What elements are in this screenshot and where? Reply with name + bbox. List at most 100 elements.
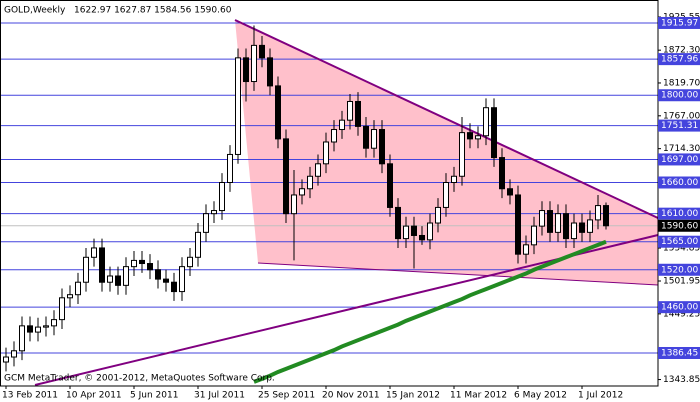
candle-body — [251, 44, 257, 83]
candle-body — [83, 256, 89, 283]
candle-body — [467, 132, 473, 140]
level-label-bg — [658, 207, 700, 220]
candle-body — [419, 234, 425, 241]
current-label-bg — [658, 219, 700, 232]
candle-body — [195, 231, 201, 258]
level-label: 1565.00 — [661, 237, 698, 247]
header-ohlc: 1622.97 1627.87 1584.56 1590.60 — [74, 6, 232, 16]
plot-frame — [0, 0, 659, 387]
level-label: 1697.00 — [661, 155, 698, 165]
candle-body — [27, 325, 33, 333]
y-tick-label: 1501.95 — [663, 277, 700, 287]
x-tick-label: 1 Jul 2012 — [578, 391, 623, 401]
candle-body — [139, 259, 145, 265]
candle-body — [99, 247, 105, 283]
candle-body — [91, 247, 97, 258]
candle-body — [355, 100, 361, 127]
level-label-bg — [658, 346, 700, 359]
copyright: GCM MetaTrader, © 2001-2012, MetaQuotes … — [4, 374, 275, 384]
level-label-bg — [658, 119, 700, 132]
candle-body — [331, 129, 337, 143]
candle-body — [147, 263, 153, 271]
level-label-bg — [658, 176, 700, 189]
candle-body — [571, 222, 577, 240]
candle-body — [347, 100, 353, 121]
candle-body — [403, 225, 409, 240]
y-tick-label: 1767.00 — [663, 111, 700, 121]
candle-body — [507, 188, 513, 196]
level-label: 1915.97 — [661, 18, 698, 28]
candle-body — [283, 138, 289, 215]
candle-body — [211, 210, 217, 215]
level-label: 1800.00 — [661, 91, 698, 101]
level-label: 1857.96 — [661, 55, 698, 65]
x-tick-label: 20 Nov 2011 — [322, 391, 380, 401]
candle-body — [187, 256, 193, 268]
candle-body — [499, 157, 505, 190]
candle-body — [483, 107, 489, 137]
candle-body — [171, 281, 177, 293]
candles — [3, 25, 609, 384]
candle-body — [75, 281, 81, 296]
y-tick-label: 1714.30 — [663, 144, 700, 154]
candle-body — [299, 188, 305, 196]
candle-body — [603, 205, 609, 227]
candle-body — [163, 278, 169, 283]
candle-body — [491, 107, 497, 159]
moving-average — [253, 239, 607, 384]
candle-body — [363, 125, 369, 149]
candle-body — [19, 325, 25, 352]
candle-body — [443, 182, 449, 208]
candle-body — [379, 129, 385, 165]
candle-body — [459, 132, 465, 177]
y-tick-label: 1819.70 — [663, 78, 700, 88]
candle-body — [395, 206, 401, 240]
candle-body — [243, 57, 249, 83]
level-label-bg — [658, 263, 700, 276]
candle-body — [219, 182, 225, 212]
triangle-base — [257, 262, 659, 286]
candle-body — [587, 219, 593, 233]
level-label-bg — [658, 235, 700, 248]
candle-body — [427, 222, 433, 241]
candle-body — [435, 206, 441, 224]
candle-body — [3, 356, 9, 363]
x-tick-label: 10 Apr 2011 — [66, 391, 122, 401]
level-label: 1460.00 — [661, 303, 698, 313]
candle-body — [323, 141, 329, 165]
y-tick-label: 1554.85 — [663, 244, 700, 254]
current-label: 1590.60 — [661, 221, 698, 231]
candle-body — [227, 153, 233, 184]
candle-body — [155, 269, 161, 280]
x-tick-label: 6 May 2012 — [514, 391, 567, 401]
candle-body — [59, 297, 65, 321]
candle-body — [315, 163, 321, 177]
candle-body — [275, 85, 281, 140]
candle-body — [523, 244, 529, 255]
x-tick-label: 25 Sep 2011 — [258, 391, 315, 401]
level-label-bg — [658, 153, 700, 166]
candle-body — [547, 210, 553, 233]
level-label-bg — [658, 16, 700, 29]
candle-body — [43, 325, 49, 328]
candle-body — [131, 259, 137, 268]
candle-body — [451, 175, 457, 184]
candle-body — [123, 266, 129, 286]
candle-body — [259, 44, 265, 59]
y-tick-label: 1449.25 — [663, 309, 700, 319]
candle-body — [267, 57, 273, 87]
candle-body — [115, 275, 121, 286]
y-tick-label: 1872.30 — [663, 46, 700, 56]
level-label-bg — [658, 89, 700, 102]
candle-body — [371, 129, 377, 149]
candle-body — [475, 135, 481, 140]
chart-title: GOLD,Weekly — [4, 6, 66, 16]
x-tick-label: 5 Jun 2011 — [130, 391, 178, 401]
candle-body — [107, 275, 113, 283]
level-label-bg — [658, 301, 700, 314]
candle-body — [291, 194, 297, 215]
level-label: 1660.00 — [661, 178, 698, 188]
candle-body — [307, 175, 313, 190]
